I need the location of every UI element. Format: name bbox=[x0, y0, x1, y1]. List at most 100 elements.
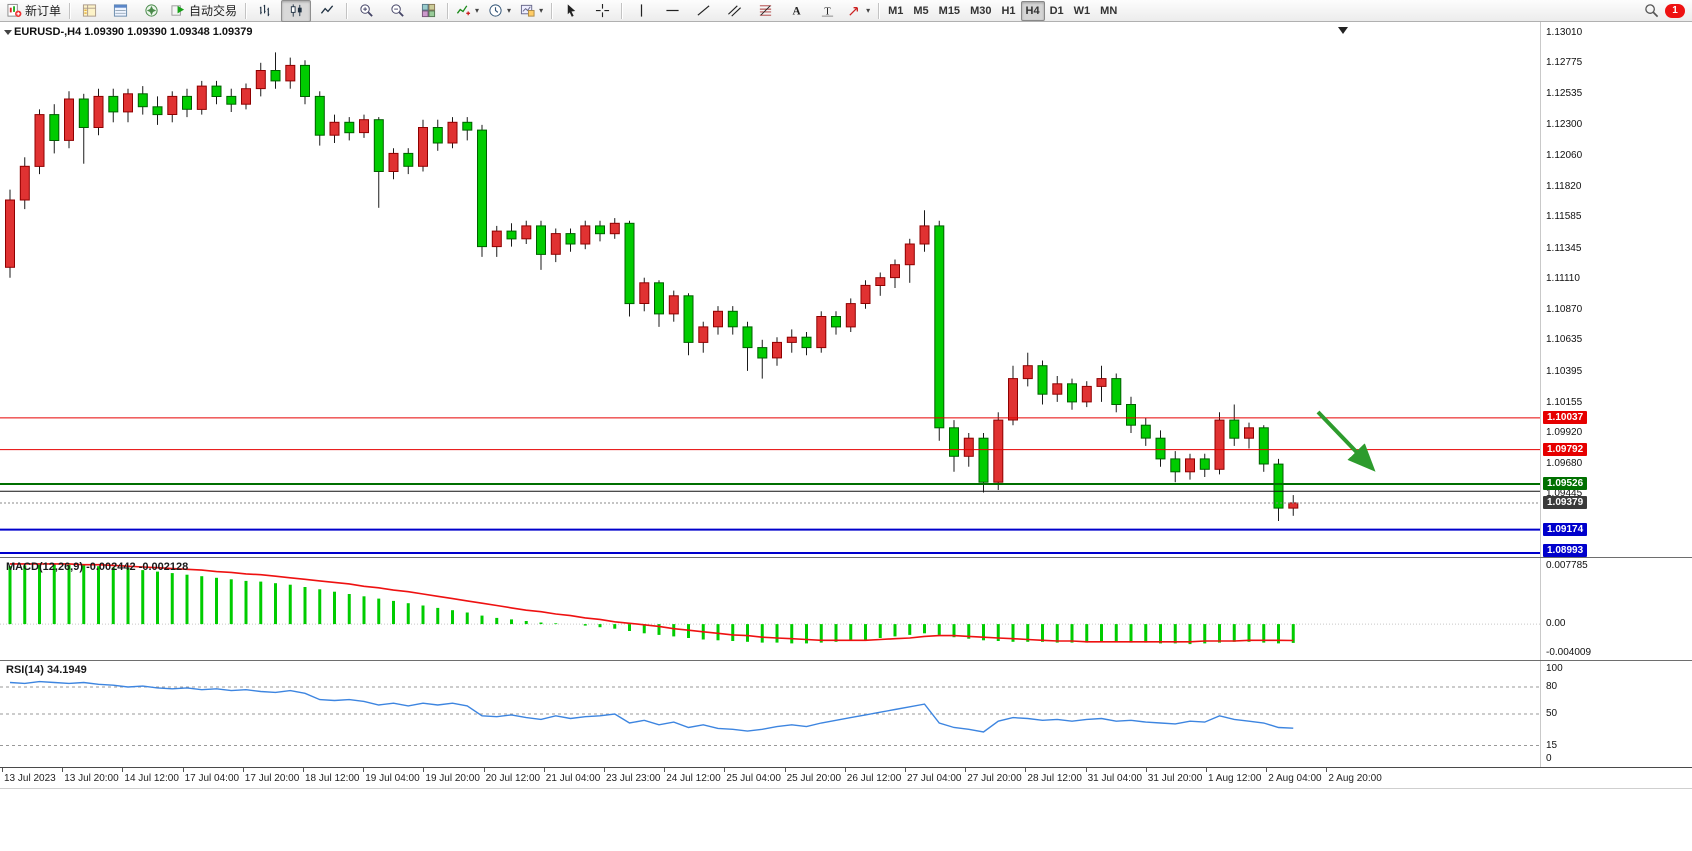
label-icon: T bbox=[821, 6, 833, 17]
price-tick: 1.10635 bbox=[1546, 334, 1583, 346]
candle-body bbox=[255, 70, 266, 90]
horizontal-line-tool-button[interactable] bbox=[657, 0, 687, 22]
fibonacci-tool-button[interactable] bbox=[750, 0, 780, 22]
candle-body bbox=[845, 303, 856, 328]
indicators-icon bbox=[456, 5, 471, 16]
data-window-button[interactable] bbox=[105, 0, 135, 22]
periods-button[interactable]: ▾ bbox=[484, 0, 515, 22]
timeframe-button-m5[interactable]: M5 bbox=[913, 4, 929, 17]
zoom-out-button[interactable] bbox=[382, 0, 412, 22]
timeframe-button-w1[interactable]: W1 bbox=[1073, 4, 1091, 17]
label-tool-button[interactable]: T bbox=[812, 0, 842, 22]
notification-badge[interactable]: 1 bbox=[1665, 3, 1685, 18]
macd-axis-tick: -0.004009 bbox=[1546, 647, 1592, 658]
line-chart-button[interactable] bbox=[312, 0, 342, 22]
auto-trading-button[interactable]: 自动交易 bbox=[167, 0, 241, 22]
channel-icon bbox=[727, 5, 741, 17]
toolbar-separator bbox=[346, 2, 348, 19]
time-label: 31 Jul 04:00 bbox=[1087, 773, 1143, 784]
cursor-button[interactable] bbox=[556, 0, 586, 22]
candlestick-chart-icon bbox=[290, 4, 302, 17]
candle-body bbox=[388, 152, 399, 172]
timeframe-button-h4[interactable]: H4 bbox=[1020, 0, 1045, 21]
rsi-axis-tick: 50 bbox=[1546, 708, 1558, 719]
time-label: 13 Jul 2023 bbox=[4, 773, 56, 784]
candle-body bbox=[1140, 424, 1151, 439]
candle-body bbox=[978, 437, 989, 483]
candle-body bbox=[373, 119, 384, 172]
rsi-axis-tick: 15 bbox=[1546, 739, 1558, 751]
toolbar-separator bbox=[245, 2, 247, 19]
crosshair-button[interactable] bbox=[587, 0, 617, 22]
price-chart-panel[interactable]: EURUSD-,H4 1.09390 1.09390 1.09348 1.093… bbox=[0, 22, 1692, 558]
candle-body bbox=[595, 225, 605, 235]
timeframe-button-h1[interactable]: H1 bbox=[1001, 4, 1016, 17]
timeframe-group: M1 M5 M15 M30 H1 H4 D1 W1 MN bbox=[883, 0, 1122, 21]
candle-body bbox=[462, 121, 473, 131]
macd-panel[interactable]: MACD(12,26,9) -0.002442 -0.002128 0.0077… bbox=[0, 558, 1692, 661]
time-label: 25 Jul 20:00 bbox=[786, 773, 842, 784]
price-tick: 1.12775 bbox=[1546, 57, 1583, 69]
candlestick-chart[interactable] bbox=[0, 22, 1540, 558]
arrows-tool-button[interactable]: ▾ bbox=[843, 0, 874, 22]
chart-shift-marker-icon[interactable] bbox=[1338, 27, 1348, 34]
fibonacci-icon bbox=[759, 5, 771, 16]
templates-icon bbox=[521, 4, 535, 17]
toolbar-right-group: 1 bbox=[1644, 3, 1689, 18]
rsi-line bbox=[9, 680, 1294, 733]
timeframe-button-d1[interactable]: D1 bbox=[1049, 4, 1064, 17]
bar-chart-button[interactable] bbox=[250, 0, 280, 22]
price-tick: 1.10870 bbox=[1546, 304, 1583, 316]
chart-menu-icon[interactable] bbox=[4, 30, 12, 35]
candle-body bbox=[934, 225, 945, 429]
templates-button[interactable]: ▾ bbox=[516, 0, 547, 22]
time-tick bbox=[844, 768, 846, 772]
zoom-in-button[interactable] bbox=[351, 0, 381, 22]
time-label: 17 Jul 20:00 bbox=[244, 773, 300, 784]
time-tick bbox=[1326, 768, 1328, 772]
time-tick bbox=[965, 768, 967, 772]
time-tick bbox=[1206, 768, 1207, 772]
timeframe-button-m15[interactable]: M15 bbox=[938, 4, 961, 17]
time-label: 18 Jul 12:00 bbox=[305, 773, 360, 784]
candle-body bbox=[919, 225, 930, 245]
candle-body bbox=[963, 437, 974, 457]
new-order-button[interactable]: 新订单 bbox=[3, 0, 65, 22]
time-tick bbox=[122, 768, 124, 772]
time-label: 2 Aug 04:00 bbox=[1268, 773, 1322, 784]
macd-axis: 0.007785 0.00 -0.004009 bbox=[1540, 558, 1692, 660]
indicators-button[interactable]: ▾ bbox=[452, 0, 483, 22]
navigator-button[interactable] bbox=[136, 0, 166, 22]
candle-body bbox=[211, 85, 222, 97]
search-icon[interactable] bbox=[1644, 3, 1659, 18]
svg-text:A: A bbox=[792, 6, 801, 18]
candlestick-chart-button[interactable] bbox=[281, 0, 312, 22]
candle-body bbox=[196, 85, 207, 110]
candle-body bbox=[698, 326, 709, 343]
timeframe-button-m30[interactable]: M30 bbox=[970, 4, 992, 17]
timeframe-button-mn[interactable]: MN bbox=[1100, 4, 1118, 17]
candle-body bbox=[816, 316, 827, 349]
rsi-panel[interactable]: RSI(14) 34.1949 100 80 50 15 0 bbox=[0, 661, 1692, 768]
candle-body bbox=[1185, 458, 1195, 473]
macd-main-value: -0.002442 bbox=[86, 561, 136, 573]
time-label: 26 Jul 12:00 bbox=[846, 773, 902, 784]
macd-chart[interactable] bbox=[0, 558, 1540, 661]
text-tool-button[interactable]: A bbox=[781, 0, 811, 22]
vertical-line-tool-button[interactable] bbox=[626, 0, 656, 22]
candle-body bbox=[639, 282, 650, 304]
tile-windows-button[interactable] bbox=[413, 0, 443, 22]
trend-arrow-annotation[interactable] bbox=[1316, 410, 1376, 472]
timeframe-button-m1[interactable]: M1 bbox=[888, 4, 904, 17]
time-axis[interactable]: 13 Jul 2023 13 Jul 20:00 14 Jul 12:00 17 Ju… bbox=[0, 768, 1692, 789]
rsi-chart[interactable] bbox=[0, 661, 1540, 768]
market-watch-button[interactable] bbox=[74, 0, 104, 22]
price-level-badge: 1.09174 bbox=[1543, 522, 1588, 536]
auto-trading-label: 自动交易 bbox=[189, 4, 238, 18]
candle-body bbox=[1244, 427, 1254, 439]
trendline-tool-button[interactable] bbox=[688, 0, 718, 22]
candle-body bbox=[521, 225, 532, 240]
time-tick bbox=[543, 768, 545, 772]
channel-tool-button[interactable] bbox=[719, 0, 749, 22]
candle-body bbox=[536, 225, 546, 255]
